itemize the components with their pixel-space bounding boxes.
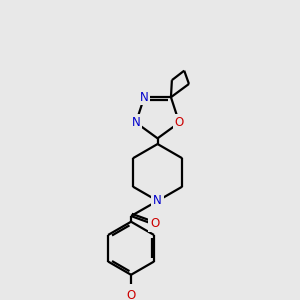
Text: O: O <box>126 289 136 300</box>
Text: N: N <box>140 91 148 104</box>
Text: N: N <box>153 194 162 207</box>
Text: N: N <box>132 116 140 129</box>
Text: O: O <box>150 217 159 230</box>
Text: O: O <box>175 116 184 129</box>
